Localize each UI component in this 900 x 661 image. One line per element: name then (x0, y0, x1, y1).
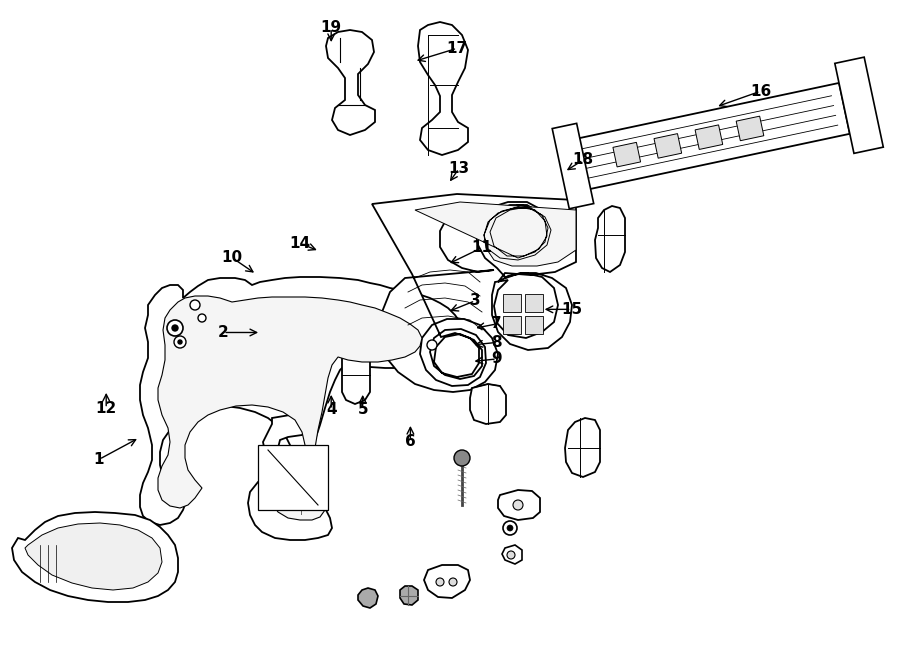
Polygon shape (418, 22, 468, 155)
Polygon shape (835, 57, 883, 153)
Text: 16: 16 (750, 84, 771, 98)
Polygon shape (25, 523, 162, 590)
Polygon shape (654, 134, 681, 158)
Circle shape (167, 320, 183, 336)
Polygon shape (140, 277, 463, 540)
Text: 15: 15 (561, 302, 582, 317)
Polygon shape (372, 194, 576, 392)
Text: 4: 4 (326, 403, 337, 417)
Circle shape (172, 325, 178, 331)
Polygon shape (158, 296, 422, 520)
Polygon shape (12, 512, 178, 602)
Text: 7: 7 (491, 317, 502, 331)
Text: 14: 14 (289, 236, 310, 251)
Polygon shape (503, 316, 521, 334)
Circle shape (503, 521, 517, 535)
Circle shape (507, 551, 515, 559)
Polygon shape (263, 415, 308, 460)
Circle shape (454, 450, 470, 466)
Text: 13: 13 (448, 161, 470, 176)
Polygon shape (258, 445, 328, 510)
Circle shape (178, 340, 182, 344)
Circle shape (507, 525, 513, 531)
Text: 1: 1 (94, 452, 104, 467)
Polygon shape (595, 206, 625, 272)
Text: 18: 18 (572, 153, 594, 167)
Text: 9: 9 (491, 352, 502, 366)
Polygon shape (736, 116, 764, 141)
Polygon shape (560, 83, 850, 193)
Polygon shape (292, 498, 312, 514)
Text: 11: 11 (471, 241, 492, 255)
Text: 12: 12 (95, 401, 117, 416)
Polygon shape (565, 418, 600, 477)
Circle shape (174, 336, 186, 348)
Polygon shape (525, 294, 543, 312)
Polygon shape (342, 350, 370, 404)
Circle shape (449, 578, 457, 586)
Polygon shape (695, 125, 723, 149)
Polygon shape (613, 142, 641, 167)
Circle shape (198, 314, 206, 322)
Polygon shape (415, 202, 576, 266)
Text: 2: 2 (218, 325, 229, 340)
Polygon shape (553, 124, 594, 209)
Polygon shape (525, 316, 543, 334)
Polygon shape (424, 565, 470, 598)
Circle shape (427, 340, 437, 350)
Text: 19: 19 (320, 20, 342, 35)
Text: 3: 3 (470, 293, 481, 308)
Polygon shape (400, 586, 418, 605)
Text: 8: 8 (491, 335, 502, 350)
Circle shape (190, 300, 200, 310)
Circle shape (436, 578, 444, 586)
Polygon shape (470, 384, 506, 424)
Polygon shape (498, 490, 540, 520)
Polygon shape (503, 294, 521, 312)
Circle shape (513, 500, 523, 510)
Polygon shape (326, 30, 375, 135)
Polygon shape (502, 545, 522, 564)
Text: 10: 10 (221, 251, 243, 265)
Text: 5: 5 (357, 403, 368, 417)
Polygon shape (358, 588, 378, 608)
Text: 6: 6 (405, 434, 416, 449)
Text: 17: 17 (446, 41, 468, 56)
